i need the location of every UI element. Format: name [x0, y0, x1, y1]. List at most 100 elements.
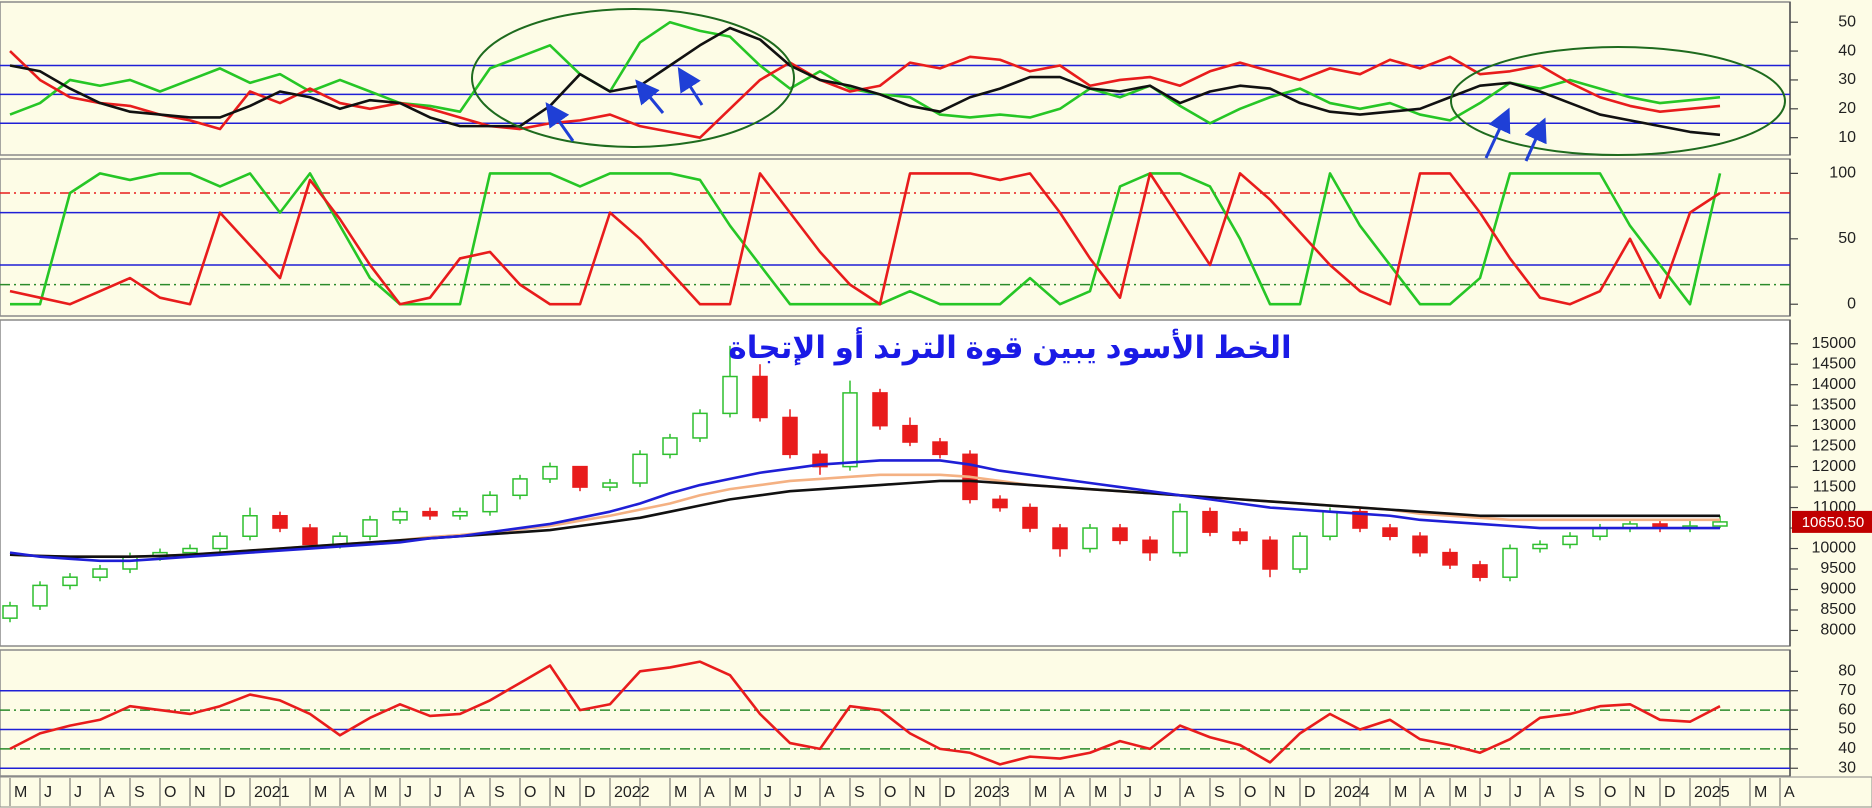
candle-body [1262, 539, 1278, 570]
x-tick-label: A [1544, 784, 1555, 801]
x-tick-label: J [1484, 784, 1492, 801]
x-tick-label: M [1454, 784, 1467, 801]
x-tick-label: J [794, 784, 802, 801]
x-tick-label: M [674, 784, 687, 801]
candle-body [722, 375, 738, 415]
x-tick-label: S [1214, 784, 1225, 801]
y-tick-label: 10000 [1812, 540, 1857, 557]
candle-body [1022, 506, 1038, 529]
x-tick-label: 2023 [974, 784, 1010, 801]
candle-body [1412, 535, 1428, 554]
series-line [9, 50, 1721, 139]
x-tick-label: A [1184, 784, 1195, 801]
x-tick-label: A [1424, 784, 1435, 801]
candle-body [1172, 510, 1188, 554]
annotation-arrow [545, 102, 575, 142]
candle-body [122, 555, 138, 570]
x-tick-label: J [1124, 784, 1132, 801]
candle-body [692, 412, 708, 439]
y-tick-label: 20 [1838, 100, 1856, 117]
y-tick-label: 40 [1838, 740, 1856, 757]
candle-body [1562, 535, 1578, 546]
x-tick-label: D [224, 784, 236, 801]
y-tick-label: 14000 [1812, 376, 1857, 393]
y-tick-label: 12000 [1812, 458, 1857, 475]
annotation-arrow [1524, 117, 1547, 162]
candle-body [662, 437, 678, 456]
series-line [9, 26, 1721, 137]
x-tick-label: M [1394, 784, 1407, 801]
y-tick-label: 60 [1838, 701, 1856, 718]
x-tick-label: 2025 [1694, 784, 1730, 801]
y-tick-label: 80 [1838, 663, 1856, 680]
candle-body [932, 441, 948, 456]
candle-body [1292, 535, 1308, 570]
y-tick-label: 50 [1838, 13, 1856, 30]
x-tick-label: M [1034, 784, 1047, 801]
x-tick-label: J [1154, 784, 1162, 801]
x-tick-label: J [44, 784, 52, 801]
series-line [9, 459, 1720, 563]
x-tick-label: S [1574, 784, 1585, 801]
candle-body [602, 482, 618, 488]
y-tick-label: 0 [1847, 295, 1856, 312]
candle-body [872, 392, 888, 427]
candle-body [572, 465, 588, 488]
series-line [10, 172, 1722, 306]
y-tick-label: 12500 [1812, 437, 1857, 454]
series-line [9, 20, 1721, 125]
x-tick-label: S [494, 784, 505, 801]
x-tick-label: M [1754, 784, 1767, 801]
y-tick-label: 30 [1838, 71, 1856, 88]
x-tick-label: A [464, 784, 475, 801]
candle-body [1442, 551, 1458, 566]
x-tick-label: J [1514, 784, 1522, 801]
candle-body [782, 416, 798, 456]
panel-background [0, 649, 1791, 777]
y-tick-label: 14500 [1812, 355, 1857, 372]
chart-title: الخط الأسود يبين قوة الترند أو الإتجاة [728, 327, 1291, 366]
annotation-arrow [635, 79, 665, 114]
x-tick-label: M [1094, 784, 1107, 801]
y-tick-label: 11500 [1813, 478, 1856, 495]
x-tick-label: D [944, 784, 956, 801]
x-tick-label: S [134, 784, 145, 801]
x-tick-label: A [1064, 784, 1075, 801]
candle-body [1232, 531, 1248, 542]
candle-body [362, 519, 378, 537]
y-tick-label: 40 [1838, 42, 1856, 59]
x-tick-label: J [434, 784, 442, 801]
candle-body [1472, 564, 1488, 578]
annotation-arrow [1484, 107, 1511, 159]
x-tick-label: 2021 [254, 784, 290, 801]
candle-body [212, 535, 228, 550]
annotation-arrow [677, 66, 704, 106]
x-tick-label: D [584, 784, 596, 801]
candle-body [1052, 527, 1068, 550]
candle-body [1352, 510, 1368, 529]
x-tick-label: A [104, 784, 115, 801]
candle-body [1382, 527, 1398, 537]
candle-body [272, 515, 288, 529]
x-tick-label: M [374, 784, 387, 801]
highlight-ellipse [1450, 46, 1786, 156]
x-tick-label: M [314, 784, 327, 801]
candle-body [452, 510, 468, 517]
candle-body [542, 465, 558, 480]
candle-body [1322, 510, 1338, 537]
candle-body [902, 424, 918, 443]
candle-body [752, 375, 768, 419]
candle-body [1202, 510, 1218, 533]
candle-body [512, 478, 528, 497]
x-tick-label: 2022 [614, 784, 650, 801]
y-tick-label: 8500 [1820, 601, 1856, 618]
candle-body [242, 515, 258, 537]
candle-body [1532, 543, 1548, 550]
candle-body [92, 568, 108, 578]
x-tick-label: N [554, 784, 566, 801]
y-tick-label: 30 [1838, 759, 1856, 776]
x-tick-label: J [764, 784, 772, 801]
candle-body [182, 547, 198, 554]
y-tick-label: 13000 [1812, 417, 1857, 434]
